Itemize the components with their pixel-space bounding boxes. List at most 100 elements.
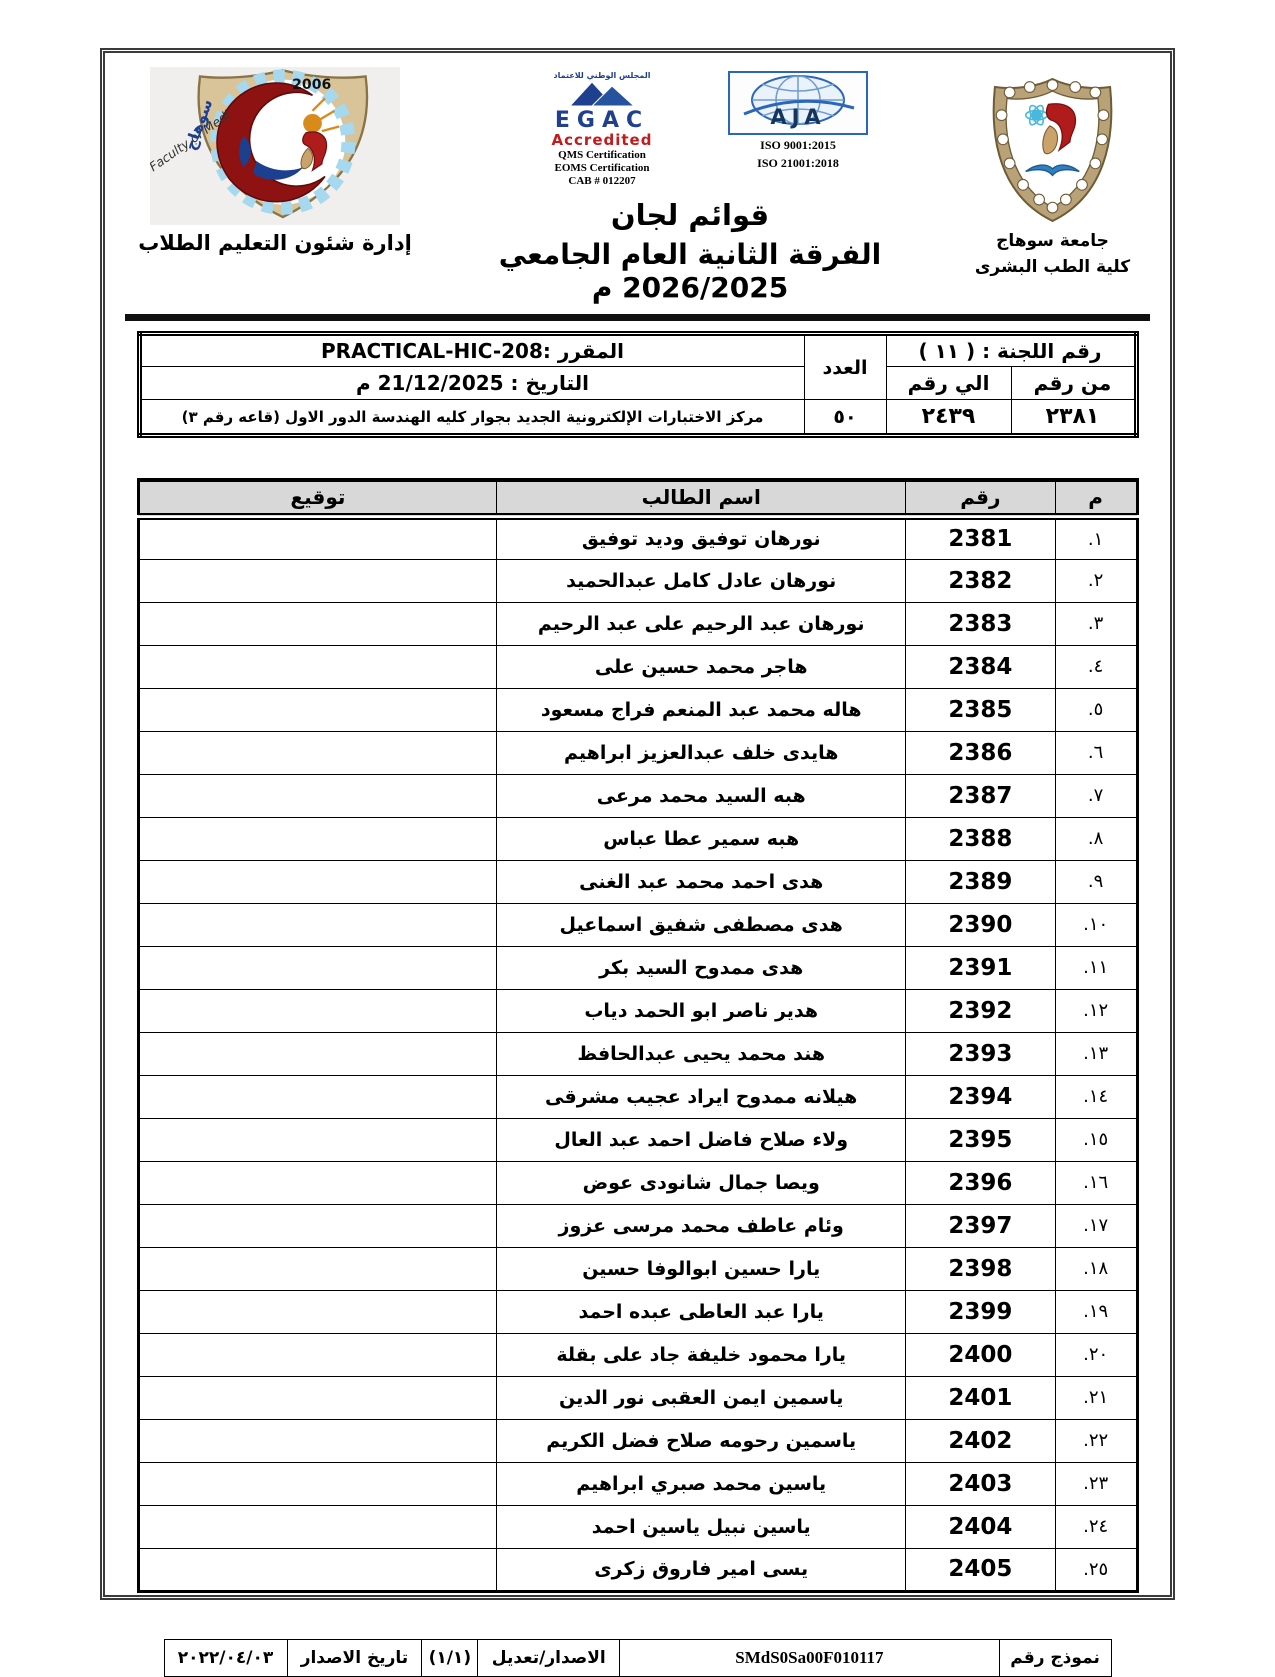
table-row: ١٣. 2393 هند محمد يحيى عبدالحافظ [137, 1031, 1138, 1076]
student-name: يارا محمود خليفة جاد على بقلة [496, 1332, 907, 1377]
student-serial: ٣. [1054, 601, 1138, 646]
student-name: وئام عاطف محمد مرسى عزوز [496, 1203, 907, 1248]
svg-text:2006: 2006 [292, 77, 331, 93]
egac-logo: المجلس الوطني للاعتماد EGAC Accredited Q… [507, 71, 697, 188]
table-row: ١. 2381 نورهان توفيق وديد توفيق [137, 515, 1138, 560]
document-page: جامعة سوهاج كلية الطب البشرى المجلس الوط… [100, 48, 1175, 1677]
header-serial: م [1054, 479, 1138, 517]
issue-revision-label: الاصدار/تعديل [477, 1638, 621, 1677]
header-number: رقم [905, 479, 1056, 517]
count-label: العدد [803, 333, 887, 401]
aja-globe-icon [743, 75, 855, 125]
aja-globe-box: AJA [728, 71, 868, 135]
from-number-label: من رقم [1010, 366, 1137, 401]
header-center: المجلس الوطني للاعتماد EGAC Accredited Q… [425, 67, 955, 304]
student-table-body: ١. 2381 نورهان توفيق وديد توفيق ٢. 2382 … [137, 515, 1138, 1592]
table-row: ١١. 2391 هدى ممدوح السيد بكر [137, 945, 1138, 990]
student-name: ياسمين ايمن العقبى نور الدين [496, 1375, 907, 1420]
student-name: هاجر محمد حسين على [496, 644, 907, 689]
table-row: ١٢. 2392 هدير ناصر ابو الحمد دياب [137, 988, 1138, 1033]
count-value: ٥٠ [803, 399, 887, 437]
university-name: جامعة سوهاج [996, 231, 1109, 251]
table-row: ٢. 2382 نورهان عادل كامل عبدالحميد [137, 558, 1138, 603]
header-signature: توقيع [137, 479, 498, 517]
student-serial: ٩. [1054, 859, 1138, 904]
egac-line3: CAB # 012207 [568, 174, 636, 187]
signature-cell [137, 1031, 498, 1076]
student-serial: ٢٢. [1054, 1418, 1138, 1463]
student-name: نورهان توفيق وديد توفيق [496, 515, 907, 560]
exam-location: مركز الاختبارات الإلكترونية الجديد بجوار… [138, 399, 805, 437]
table-row: ٥. 2385 هاله محمد عبد المنعم فراج مسعود [137, 687, 1138, 732]
faculty-name: كلية الطب البشرى [974, 256, 1131, 277]
student-number: 2401 [905, 1375, 1056, 1420]
students-table-header-row: م رقم اسم الطالب توقيع [137, 479, 1138, 517]
student-serial: ٢٠. [1054, 1332, 1138, 1377]
table-row: ٦. 2386 هايدى خلف عبدالعزيز ابراهيم [137, 730, 1138, 775]
signature-cell [137, 1504, 498, 1549]
table-row: ٢٣. 2403 ياسين محمد صبري ابراهيم [137, 1461, 1138, 1506]
to-number-value: ٢٤٣٩ [885, 399, 1012, 437]
student-serial: ١٠. [1054, 902, 1138, 947]
student-number: 2387 [905, 773, 1056, 818]
student-serial: ١٦. [1054, 1160, 1138, 1205]
course-code: PRACTICAL-HIC-208 [321, 339, 543, 364]
issue-date-value: ٢٠٢٢/٠٤/٠٣ [163, 1638, 288, 1677]
table-row: ٢٥. 2405 يسى امير فاروق زكرى [137, 1547, 1138, 1592]
egac-accredited: Accredited [551, 131, 653, 149]
signature-cell [137, 687, 498, 732]
signature-cell [137, 601, 498, 646]
student-serial: ١١. [1054, 945, 1138, 990]
certification-logos: المجلس الوطني للاعتماد EGAC Accredited Q… [425, 71, 955, 188]
table-row: ٣. 2383 نورهان عبد الرحيم على عبد الرحيم [137, 601, 1138, 646]
student-number: 2397 [905, 1203, 1056, 1248]
student-number: 2392 [905, 988, 1056, 1033]
signature-cell [137, 773, 498, 818]
student-serial: ٥. [1054, 687, 1138, 732]
signature-cell [137, 902, 498, 947]
student-serial: ٦. [1054, 730, 1138, 775]
student-number: 2396 [905, 1160, 1056, 1205]
student-number: 2400 [905, 1332, 1056, 1377]
student-number: 2394 [905, 1074, 1056, 1119]
student-name: نورهان عبد الرحيم على عبد الرحيم [496, 601, 907, 646]
student-number: 2403 [905, 1461, 1056, 1506]
student-name: ياسين نبيل ياسين احمد [496, 1504, 907, 1549]
from-number-value: ٢٣٨١ [1010, 399, 1137, 437]
form-number-label: نموذج رقم [998, 1638, 1112, 1677]
student-number: 2383 [905, 601, 1056, 646]
table-row: ١٤. 2394 هيلانه ممدوح ايراد عجيب مشرقى [137, 1074, 1138, 1119]
table-row: ١٦. 2396 ويصا جمال شانودى عوض [137, 1160, 1138, 1205]
student-name: هايدى خلف عبدالعزيز ابراهيم [496, 730, 907, 775]
egac-mountains-icon [568, 81, 636, 107]
document-header: جامعة سوهاج كلية الطب البشرى المجلس الوط… [125, 67, 1150, 304]
student-number: 2404 [905, 1504, 1056, 1549]
signature-cell [137, 988, 498, 1033]
student-serial: ٨. [1054, 816, 1138, 861]
signature-cell [137, 1461, 498, 1506]
signature-cell [137, 1117, 498, 1162]
table-row: ٢٤. 2404 ياسين نبيل ياسين احمد [137, 1504, 1138, 1549]
student-serial: ١٧. [1054, 1203, 1138, 1248]
student-name: ياسمين رحومه صلاح فضل الكريم [496, 1418, 907, 1463]
student-name: ولاء صلاح فاضل احمد عبد العال [496, 1117, 907, 1162]
table-row: ٢٢. 2402 ياسمين رحومه صلاح فضل الكريم [137, 1418, 1138, 1463]
signature-cell [137, 816, 498, 861]
form-footer-table: نموذج رقم SMdS0Sa00F010117 الاصدار/تعديل… [163, 1638, 1112, 1677]
aja-name: AJA [770, 105, 826, 129]
signature-cell [137, 945, 498, 990]
aja-line2: ISO 21001:2018 [757, 156, 839, 170]
student-serial: ٢١. [1054, 1375, 1138, 1420]
student-name: هاله محمد عبد المنعم فراج مسعود [496, 687, 907, 732]
course-cell: المقرر :PRACTICAL-HIC-208 [138, 333, 805, 368]
student-number: 2381 [905, 515, 1056, 560]
table-row: ١٥. 2395 ولاء صلاح فاضل احمد عبد العال [137, 1117, 1138, 1162]
student-name: يارا حسين ابوالوفا حسين [496, 1246, 907, 1291]
aja-line1: ISO 9001:2015 [760, 138, 836, 152]
form-code: SMdS0Sa00F010117 [619, 1638, 1000, 1677]
student-serial: ١٩. [1054, 1289, 1138, 1334]
page-subtitle: الفرقة الثانية العام الجامعي 2026/2025 م [498, 238, 882, 305]
student-number: 2384 [905, 644, 1056, 689]
student-name: هدير ناصر ابو الحمد دياب [496, 988, 907, 1033]
egac-name: EGAC [554, 108, 650, 133]
